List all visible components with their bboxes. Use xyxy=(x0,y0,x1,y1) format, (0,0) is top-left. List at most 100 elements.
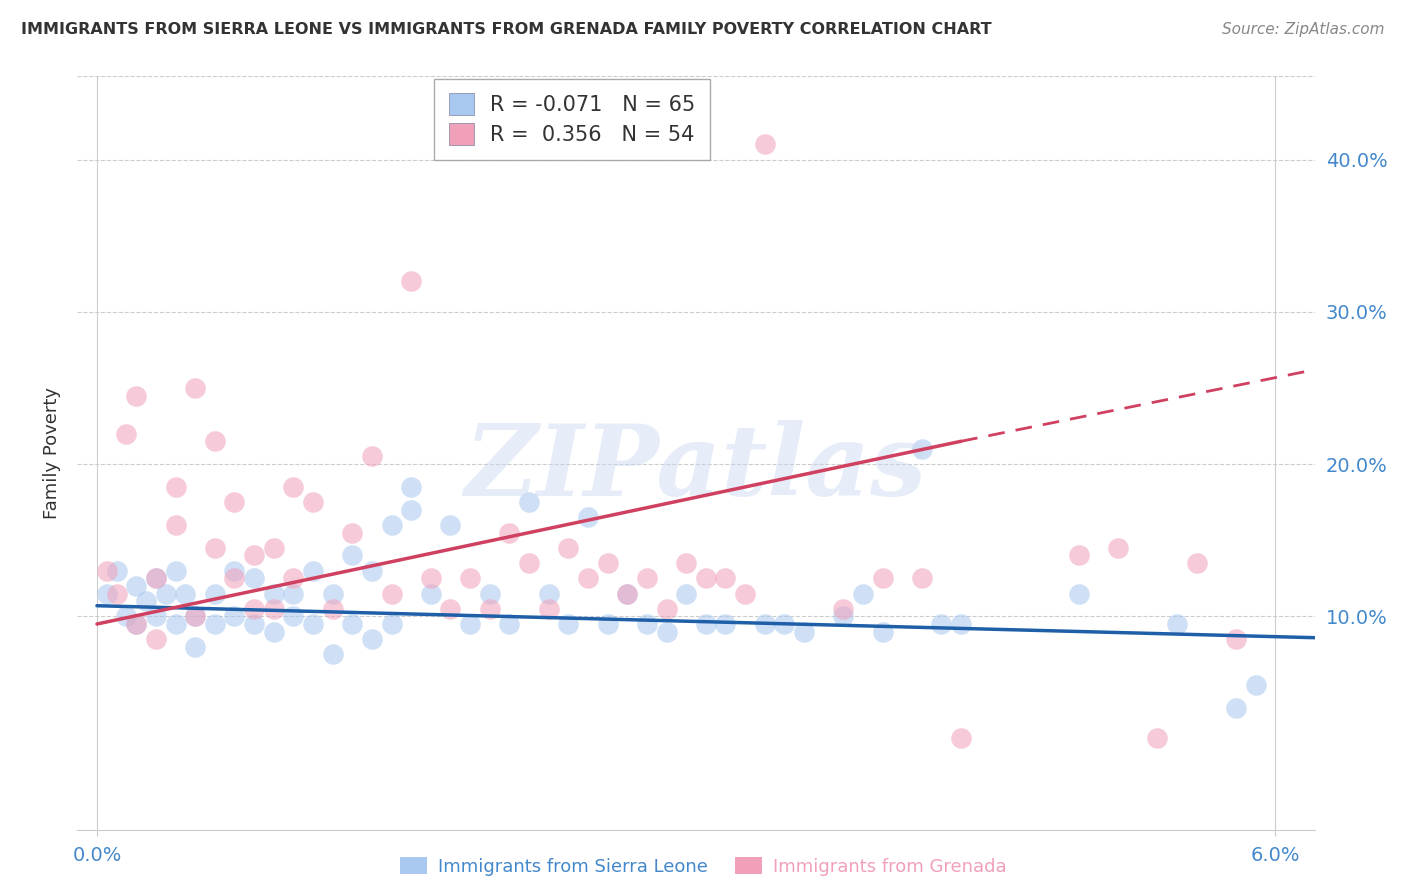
Point xyxy=(145,632,167,647)
Point xyxy=(105,564,128,578)
Point xyxy=(145,609,167,624)
Point xyxy=(184,609,207,624)
Point xyxy=(125,617,148,632)
Point xyxy=(734,586,756,600)
Point xyxy=(1225,700,1247,714)
Legend: Immigrants from Sierra Leone, Immigrants from Grenada: Immigrants from Sierra Leone, Immigrants… xyxy=(392,850,1014,883)
Point xyxy=(596,617,619,632)
Point xyxy=(1185,556,1208,570)
Point xyxy=(754,137,776,152)
Point xyxy=(283,480,305,494)
Point xyxy=(655,601,678,615)
Point xyxy=(616,586,638,600)
Point xyxy=(458,571,481,585)
Point xyxy=(399,503,422,517)
Point xyxy=(1107,541,1129,555)
Point xyxy=(380,586,402,600)
Point xyxy=(283,609,305,624)
Point xyxy=(184,640,207,654)
Text: Source: ZipAtlas.com: Source: ZipAtlas.com xyxy=(1222,22,1385,37)
Point xyxy=(950,731,973,746)
Point xyxy=(115,609,138,624)
Point xyxy=(224,564,246,578)
Point xyxy=(243,617,266,632)
Point xyxy=(1067,586,1090,600)
Point xyxy=(322,586,344,600)
Point xyxy=(96,586,118,600)
Point xyxy=(204,586,226,600)
Point xyxy=(557,541,579,555)
Point xyxy=(125,617,148,632)
Point xyxy=(224,495,246,509)
Point xyxy=(283,586,305,600)
Point xyxy=(636,617,658,632)
Point xyxy=(184,609,207,624)
Point xyxy=(517,495,540,509)
Point xyxy=(342,617,364,632)
Point xyxy=(322,601,344,615)
Point xyxy=(399,480,422,494)
Point xyxy=(342,525,364,540)
Point xyxy=(695,617,717,632)
Point xyxy=(361,632,384,647)
Point xyxy=(125,388,148,402)
Text: IMMIGRANTS FROM SIERRA LEONE VS IMMIGRANTS FROM GRENADA FAMILY POVERTY CORRELATI: IMMIGRANTS FROM SIERRA LEONE VS IMMIGRAN… xyxy=(21,22,991,37)
Point xyxy=(695,571,717,585)
Point xyxy=(950,617,973,632)
Point xyxy=(1244,678,1267,692)
Point xyxy=(675,556,697,570)
Point xyxy=(596,556,619,570)
Point xyxy=(342,549,364,563)
Point xyxy=(380,518,402,533)
Point xyxy=(145,571,167,585)
Point xyxy=(911,571,934,585)
Point xyxy=(224,609,246,624)
Point xyxy=(636,571,658,585)
Point xyxy=(419,571,441,585)
Point xyxy=(537,601,560,615)
Point xyxy=(263,541,285,555)
Point xyxy=(714,571,737,585)
Point xyxy=(145,571,167,585)
Point xyxy=(773,617,796,632)
Point xyxy=(174,586,197,600)
Point xyxy=(498,617,520,632)
Point xyxy=(302,617,325,632)
Point xyxy=(1166,617,1188,632)
Point xyxy=(243,601,266,615)
Point xyxy=(115,426,138,441)
Point xyxy=(96,564,118,578)
Point xyxy=(243,571,266,585)
Point xyxy=(537,586,560,600)
Point xyxy=(439,601,461,615)
Point xyxy=(419,586,441,600)
Point xyxy=(872,624,894,639)
Point xyxy=(263,586,285,600)
Point xyxy=(655,624,678,639)
Point xyxy=(576,571,599,585)
Point xyxy=(458,617,481,632)
Point xyxy=(125,579,148,593)
Y-axis label: Family Poverty: Family Poverty xyxy=(42,387,60,518)
Point xyxy=(243,549,266,563)
Point xyxy=(184,381,207,395)
Point xyxy=(204,434,226,449)
Point xyxy=(439,518,461,533)
Point xyxy=(283,571,305,585)
Point xyxy=(576,510,599,524)
Point xyxy=(399,274,422,288)
Point xyxy=(832,609,855,624)
Point xyxy=(263,601,285,615)
Legend: R = -0.071   N = 65, R =  0.356   N = 54: R = -0.071 N = 65, R = 0.356 N = 54 xyxy=(434,78,710,160)
Point xyxy=(557,617,579,632)
Point xyxy=(517,556,540,570)
Point xyxy=(165,518,187,533)
Point xyxy=(832,601,855,615)
Point xyxy=(105,586,128,600)
Point xyxy=(1225,632,1247,647)
Point xyxy=(155,586,177,600)
Point xyxy=(911,442,934,456)
Point xyxy=(616,586,638,600)
Point xyxy=(135,594,157,608)
Point xyxy=(714,617,737,632)
